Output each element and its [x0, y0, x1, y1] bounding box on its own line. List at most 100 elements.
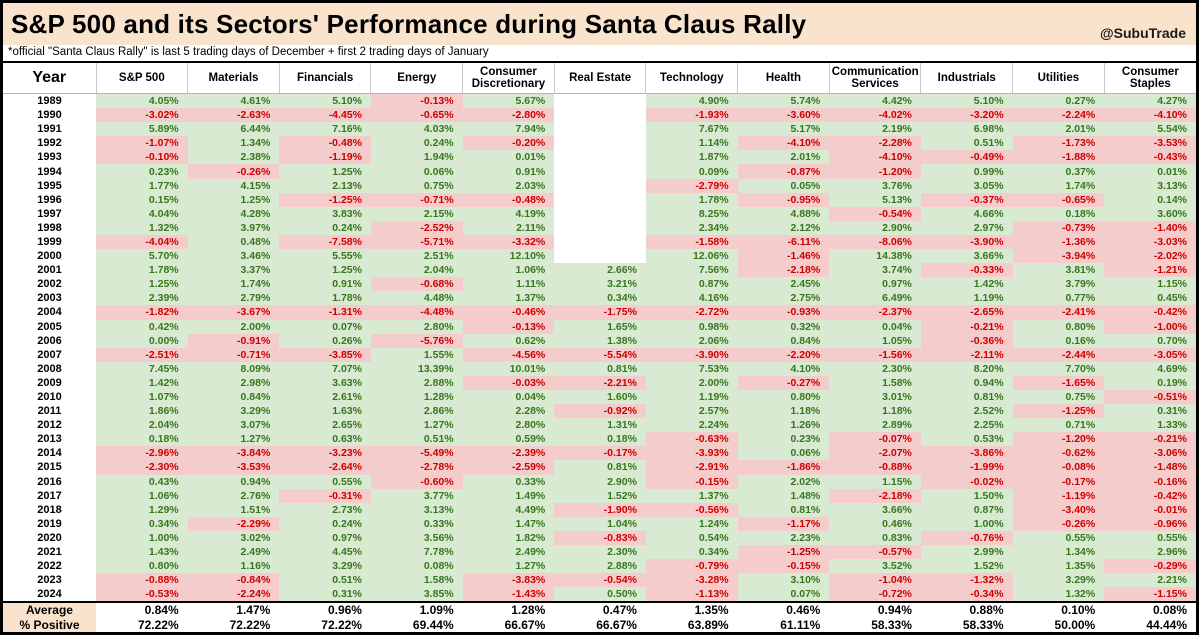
- perf-cell: 4.16%: [645, 291, 738, 306]
- perf-cell: 8.25%: [645, 206, 738, 221]
- summary-cell: 50.00%: [1012, 618, 1105, 632]
- perf-cell: 0.99%: [920, 164, 1013, 179]
- perf-cell: -5.49%: [370, 446, 463, 461]
- perf-cell: 7.53%: [645, 361, 738, 376]
- perf-cell: -1.43%: [462, 587, 555, 603]
- year-cell: 2001: [3, 263, 96, 278]
- perf-cell: 0.91%: [462, 164, 555, 179]
- table-header-row: Year S&P 500 Materials Financials Energy Cons…: [3, 63, 1196, 94]
- table-row: 2023 -0.88% -0.84% 0.51% 1.58% -3.83% -0.54% -3…: [3, 573, 1196, 588]
- column-header: Materials: [187, 63, 280, 94]
- perf-cell: 0.94%: [187, 474, 280, 489]
- perf-cell: -0.49%: [920, 150, 1013, 165]
- perf-cell: 0.98%: [645, 319, 738, 334]
- perf-cell: -0.43%: [1104, 150, 1196, 165]
- perf-cell: -0.72%: [829, 587, 921, 603]
- perf-cell: -1.46%: [737, 249, 830, 264]
- perf-cell: 0.50%: [554, 587, 646, 603]
- table-row: 1995 1.77% 4.15% 2.13% 0.75% 2.03% -2.79% 0.05%…: [3, 178, 1196, 193]
- perf-cell: 7.45%: [96, 361, 188, 376]
- summary-cell: 58.33%: [829, 618, 921, 632]
- perf-cell: 3.56%: [370, 530, 463, 545]
- perf-cell: 1.19%: [920, 291, 1013, 306]
- perf-cell: 2.61%: [279, 389, 371, 405]
- perf-cell: -0.54%: [829, 206, 921, 221]
- perf-cell: -4.04%: [96, 234, 188, 250]
- perf-cell: 3.29%: [187, 404, 280, 419]
- perf-cell: -2.79%: [645, 178, 738, 193]
- perf-cell: 8.09%: [187, 361, 280, 376]
- perf-cell: -0.46%: [462, 305, 555, 320]
- perf-cell: 2.38%: [187, 150, 280, 165]
- table-row: 2002 1.25% 1.74% 0.91% -0.68% 1.11% 3.21% 0.87%…: [3, 277, 1196, 292]
- perf-cell: 0.23%: [96, 164, 188, 179]
- year-cell: 1996: [3, 192, 96, 207]
- perf-cell: -0.88%: [829, 460, 921, 475]
- perf-cell: 1.48%: [737, 488, 830, 503]
- column-header: Utilities: [1012, 63, 1105, 94]
- perf-cell: 2.28%: [462, 404, 555, 419]
- perf-cell: -0.33%: [920, 263, 1013, 278]
- perf-cell: 0.77%: [1012, 291, 1105, 306]
- perf-cell: 0.06%: [737, 446, 830, 461]
- perf-cell: 2.34%: [645, 220, 738, 235]
- perf-cell: [554, 192, 646, 207]
- perf-cell: -1.88%: [1012, 150, 1105, 165]
- summary-cell: 72.22%: [187, 618, 280, 632]
- perf-cell: -1.56%: [829, 347, 921, 362]
- summary-label: % Positive: [3, 618, 96, 632]
- perf-cell: -5.71%: [370, 234, 463, 250]
- perf-cell: 0.80%: [737, 389, 830, 405]
- perf-cell: 0.14%: [1104, 192, 1196, 207]
- perf-cell: 5.10%: [920, 93, 1013, 109]
- perf-cell: 3.77%: [370, 488, 463, 503]
- perf-cell: -3.94%: [1012, 249, 1105, 264]
- perf-cell: 2.19%: [829, 122, 921, 137]
- perf-cell: 1.86%: [96, 404, 188, 419]
- perf-cell: -2.59%: [462, 460, 555, 475]
- table-row: 2010 1.07% 0.84% 2.61% 1.28% 0.04% 1.60% 1.19% 0…: [3, 389, 1196, 405]
- column-header: Energy: [370, 63, 464, 94]
- perf-cell: -0.68%: [370, 277, 463, 292]
- perf-cell: 2.11%: [462, 220, 555, 235]
- perf-cell: -1.25%: [279, 192, 371, 207]
- perf-cell: 1.27%: [462, 559, 555, 574]
- perf-cell: 2.02%: [737, 474, 830, 489]
- year-cell: 2007: [3, 347, 96, 362]
- perf-cell: -1.65%: [1012, 375, 1105, 390]
- perf-cell: -0.17%: [554, 446, 646, 461]
- perf-cell: 1.74%: [1012, 178, 1105, 193]
- perf-cell: -0.71%: [187, 347, 280, 362]
- table-row: 2000 5.70% 3.46% 5.55% 2.51% 12.10% 12.06% -1.4…: [3, 249, 1196, 264]
- summary-cell: 72.22%: [96, 618, 188, 632]
- perf-cell: -0.16%: [1104, 474, 1196, 489]
- perf-cell: -0.56%: [645, 502, 738, 517]
- perf-cell: -3.90%: [920, 234, 1013, 250]
- perf-cell: 3.01%: [829, 389, 921, 405]
- perf-cell: 3.60%: [1104, 206, 1196, 221]
- pct-positive-row: % Positive 72.22% 72.22% 72.22% 69.44% 66.67%…: [3, 618, 1196, 632]
- perf-cell: -0.13%: [462, 319, 555, 334]
- perf-cell: 1.25%: [96, 277, 188, 292]
- table-row: 2011 1.86% 3.29% 1.63% 2.86% 2.28% -0.92% 2.57%…: [3, 404, 1196, 419]
- perf-cell: -4.10%: [737, 136, 830, 151]
- perf-cell: 2.80%: [462, 418, 555, 433]
- summary-cell: 0.47%: [554, 601, 646, 619]
- perf-cell: -2.37%: [829, 305, 921, 320]
- perf-cell: -2.28%: [829, 136, 921, 151]
- perf-cell: 4.10%: [737, 361, 830, 376]
- perf-cell: 0.51%: [370, 432, 463, 447]
- perf-cell: 1.94%: [370, 150, 463, 165]
- column-header: Financials: [279, 63, 372, 94]
- year-cell: 2005: [3, 319, 96, 334]
- table-row: 2021 1.43% 2.49% 4.45% 7.78% 2.49% 2.30% 0.34% -…: [3, 545, 1196, 560]
- perf-cell: 3.29%: [1012, 573, 1105, 588]
- perf-cell: -1.40%: [1104, 220, 1196, 235]
- perf-cell: 1.78%: [645, 192, 738, 207]
- perf-cell: -0.65%: [1012, 192, 1105, 207]
- perf-cell: 3.85%: [370, 587, 463, 603]
- perf-cell: -3.83%: [462, 573, 555, 588]
- year-cell: 2004: [3, 305, 96, 320]
- perf-cell: 0.01%: [462, 150, 555, 165]
- perf-cell: -0.07%: [829, 432, 921, 447]
